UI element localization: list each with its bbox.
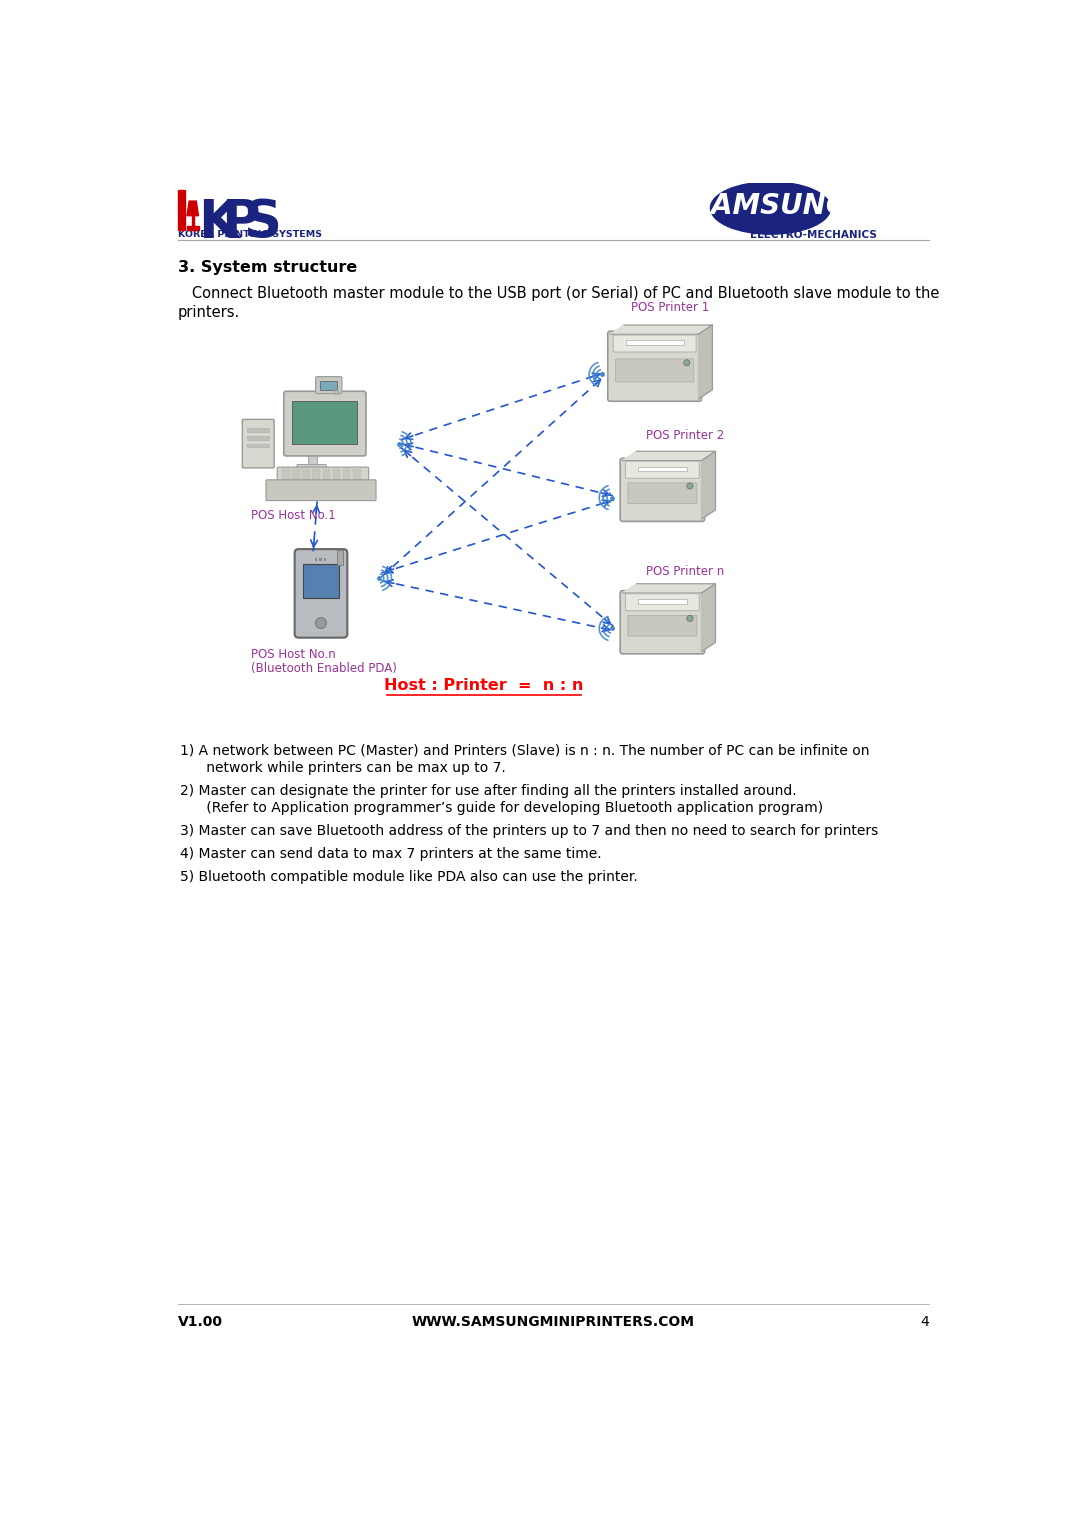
- Bar: [302, 469, 310, 472]
- Bar: [191, 215, 194, 229]
- FancyBboxPatch shape: [613, 335, 697, 351]
- Text: 3. System structure: 3. System structure: [177, 260, 356, 275]
- FancyBboxPatch shape: [627, 616, 697, 636]
- Bar: [312, 472, 321, 475]
- Bar: [247, 443, 269, 448]
- Circle shape: [687, 483, 693, 489]
- FancyBboxPatch shape: [278, 468, 368, 483]
- Polygon shape: [187, 202, 199, 215]
- Bar: [293, 469, 300, 472]
- FancyBboxPatch shape: [620, 591, 704, 654]
- Text: 5) Bluetooth compatible module like PDA also can use the printer.: 5) Bluetooth compatible module like PDA …: [180, 871, 637, 885]
- Text: 1) A network between PC (Master) and Printers (Slave) is n : n. The number of PC: 1) A network between PC (Master) and Pri…: [180, 744, 869, 758]
- Polygon shape: [622, 451, 715, 460]
- Bar: [337, 550, 343, 565]
- FancyBboxPatch shape: [627, 483, 697, 504]
- Text: P: P: [221, 197, 259, 249]
- Bar: [334, 390, 338, 394]
- Polygon shape: [610, 325, 713, 335]
- Bar: [323, 472, 330, 475]
- Bar: [638, 466, 687, 471]
- Text: Connect Bluetooth master module to the USB port (or Serial) of PC and Bluetooth : Connect Bluetooth master module to the U…: [177, 286, 939, 301]
- Bar: [314, 558, 318, 561]
- Polygon shape: [702, 584, 715, 651]
- Text: ELECTRO-MECHANICS: ELECTRO-MECHANICS: [750, 229, 877, 240]
- Text: Host : Printer  =  n : n: Host : Printer = n : n: [384, 678, 583, 694]
- Bar: [324, 558, 326, 561]
- FancyBboxPatch shape: [625, 461, 699, 478]
- FancyBboxPatch shape: [608, 332, 702, 402]
- Bar: [282, 477, 291, 480]
- Text: POS Printer 2: POS Printer 2: [647, 429, 725, 442]
- Bar: [302, 472, 310, 475]
- Ellipse shape: [711, 182, 831, 234]
- FancyBboxPatch shape: [625, 594, 699, 611]
- Text: (Bluetooth Enabled PDA): (Bluetooth Enabled PDA): [252, 662, 397, 674]
- Circle shape: [687, 616, 693, 622]
- FancyBboxPatch shape: [297, 465, 326, 474]
- Bar: [342, 472, 350, 475]
- Bar: [303, 564, 339, 597]
- Bar: [282, 469, 291, 472]
- Text: POS Printer 1: POS Printer 1: [631, 301, 710, 315]
- Bar: [302, 477, 310, 480]
- Bar: [323, 469, 330, 472]
- Bar: [638, 599, 687, 604]
- Bar: [353, 472, 361, 475]
- Bar: [321, 382, 337, 390]
- Bar: [312, 477, 321, 480]
- Text: POS Host No.n: POS Host No.n: [252, 648, 336, 660]
- Bar: [293, 477, 300, 480]
- FancyBboxPatch shape: [242, 419, 274, 468]
- Bar: [187, 226, 199, 229]
- Polygon shape: [622, 584, 715, 593]
- Text: 4) Master can send data to max 7 printers at the same time.: 4) Master can send data to max 7 printer…: [180, 847, 602, 862]
- Text: 2) Master can designate the printer for use after finding all the printers insta: 2) Master can designate the printer for …: [180, 784, 797, 798]
- Bar: [353, 477, 361, 480]
- Text: POS Host No.1: POS Host No.1: [252, 509, 336, 523]
- FancyBboxPatch shape: [315, 376, 342, 394]
- FancyBboxPatch shape: [620, 458, 704, 521]
- Text: 3) Master can save Bluetooth address of the printers up to 7 and then no need to: 3) Master can save Bluetooth address of …: [180, 824, 878, 837]
- Bar: [247, 428, 269, 432]
- Bar: [333, 472, 340, 475]
- Bar: [333, 477, 340, 480]
- Circle shape: [315, 617, 326, 628]
- Text: KOREA PRINTING SYSTEMS: KOREA PRINTING SYSTEMS: [177, 231, 322, 240]
- FancyBboxPatch shape: [616, 359, 693, 382]
- Bar: [333, 469, 340, 472]
- Bar: [282, 472, 291, 475]
- Polygon shape: [702, 451, 715, 520]
- FancyBboxPatch shape: [284, 391, 366, 455]
- FancyBboxPatch shape: [295, 549, 348, 637]
- Bar: [293, 472, 300, 475]
- Bar: [320, 558, 322, 561]
- Bar: [342, 477, 350, 480]
- Circle shape: [684, 359, 690, 365]
- Text: printers.: printers.: [177, 306, 240, 319]
- Text: WWW.SAMSUNGMINIPRINTERS.COM: WWW.SAMSUNGMINIPRINTERS.COM: [411, 1316, 696, 1329]
- Bar: [353, 469, 361, 472]
- Bar: [312, 469, 321, 472]
- Bar: [293, 402, 357, 445]
- Polygon shape: [699, 325, 713, 399]
- Bar: [323, 477, 330, 480]
- Bar: [308, 455, 318, 466]
- Bar: [625, 341, 684, 345]
- Text: S: S: [243, 197, 282, 249]
- Text: SAMSUNG: SAMSUNG: [691, 191, 849, 220]
- Text: 4: 4: [920, 1316, 930, 1329]
- Bar: [177, 189, 185, 229]
- Text: POS Printer n: POS Printer n: [647, 565, 725, 578]
- Bar: [247, 435, 269, 440]
- Bar: [342, 469, 350, 472]
- Text: V1.00: V1.00: [177, 1316, 222, 1329]
- Text: K: K: [199, 197, 240, 249]
- FancyBboxPatch shape: [266, 480, 376, 501]
- Text: (Refer to Application programmer’s guide for developing Bluetooth application pr: (Refer to Application programmer’s guide…: [180, 801, 823, 814]
- Text: network while printers can be max up to 7.: network while printers can be max up to …: [180, 761, 505, 775]
